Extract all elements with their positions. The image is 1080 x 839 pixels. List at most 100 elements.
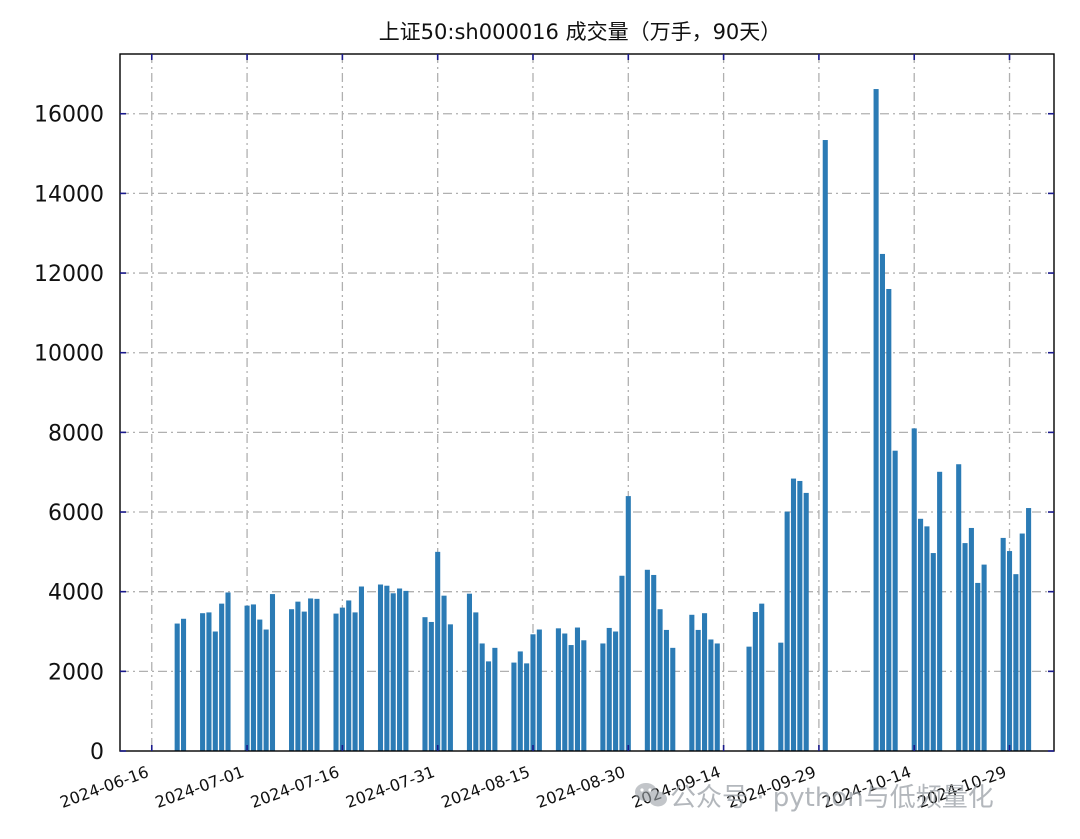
y-tick-label: 16000: [34, 103, 104, 128]
volume-bar: [784, 511, 790, 751]
volume-bar: [263, 629, 269, 751]
watermark-text: 公众号 · python与低频量化: [670, 783, 994, 813]
volume-bar: [1026, 508, 1032, 751]
volume-bar: [962, 543, 968, 751]
volume-bar: [250, 604, 256, 751]
volume-bar: [613, 631, 619, 751]
volume-bar: [708, 639, 714, 751]
plot-frame: [119, 53, 1055, 752]
volume-bar: [930, 553, 936, 751]
x-tick-label: 2024-07-31: [343, 762, 437, 812]
volume-bar: [797, 480, 803, 751]
volume-bar: [219, 603, 225, 751]
volume-bar: [670, 647, 676, 751]
volume-bar: [924, 526, 930, 751]
x-tick-label: 2024-06-16: [57, 762, 151, 812]
volume-bar: [174, 623, 180, 751]
volume-bar: [314, 598, 320, 751]
volume-bar: [746, 646, 752, 751]
volume-bar: [308, 598, 314, 751]
volume-bar: [822, 140, 828, 751]
volume-bar: [301, 611, 307, 751]
volume-bar: [485, 661, 492, 751]
volume-bar: [651, 574, 657, 751]
volume-bar: [403, 590, 409, 751]
x-tick-label: 2024-08-15: [439, 762, 533, 812]
volume-bar: [295, 601, 301, 751]
x-tick-label: 2024-08-30: [534, 762, 628, 812]
volume-bar: [695, 629, 701, 751]
bars: [174, 89, 1032, 752]
volume-bar: [390, 593, 396, 751]
y-tick-labels: 0 2000 4000 6000 8000 10000 12000 14000 16000: [34, 103, 104, 765]
volume-bar: [244, 605, 250, 751]
volume-bar: [466, 593, 472, 751]
volume-bar: [346, 600, 352, 751]
volume-bar: [606, 627, 612, 751]
volume-bar: [803, 492, 809, 751]
watermark: 公众号 · python与低频量化: [635, 783, 994, 813]
volume-bar: [619, 575, 625, 751]
volume-bar: [200, 613, 206, 751]
volume-bar: [422, 617, 428, 751]
volume-bar: [212, 631, 218, 751]
volume-bar: [600, 643, 606, 751]
volume-bar: [581, 640, 587, 751]
y-tick-label: 2000: [48, 660, 104, 685]
volume-bar: [377, 584, 384, 751]
volume-bar: [1006, 551, 1013, 751]
volume-bar: [714, 643, 720, 751]
volume-bar: [536, 629, 542, 751]
volume-bar: [517, 651, 523, 751]
volume-bar: [956, 464, 962, 751]
volume-bar: [968, 527, 974, 751]
y-tick-label: 6000: [48, 501, 104, 526]
volume-bar: [625, 496, 631, 751]
volume-bar: [873, 89, 879, 752]
volume-bar: [511, 662, 517, 751]
volume-bar: [911, 428, 917, 751]
volume-bar: [384, 585, 390, 751]
volume-bar: [289, 609, 295, 751]
volume-bar: [180, 618, 187, 751]
volume-bar: [206, 612, 212, 751]
x-tick-label: 2024-07-16: [248, 762, 342, 812]
volume-bar: [752, 611, 758, 751]
volume-bar: [981, 564, 987, 751]
volume-bar: [530, 634, 536, 751]
volume-bar: [562, 633, 568, 751]
volume-bar: [225, 592, 231, 751]
y-tick-label: 4000: [48, 581, 104, 606]
y-tick-label: 14000: [34, 182, 104, 207]
volume-bar: [1013, 574, 1019, 751]
volume-bar: [892, 450, 898, 751]
y-tick-label: 8000: [48, 421, 104, 446]
volume-bar: [886, 288, 892, 751]
volume-bar: [879, 253, 885, 751]
wechat-icon: [635, 783, 667, 807]
volume-bar: [975, 582, 981, 751]
volume-bar: [524, 663, 530, 751]
y-tick-label: 10000: [34, 342, 104, 367]
volume-bar: [937, 471, 943, 751]
volume-bar: [689, 614, 695, 751]
volume-bar: [358, 586, 364, 751]
volume-bar: [918, 518, 924, 751]
grid-lines: [120, 54, 1054, 751]
y-tick-label: 12000: [34, 262, 104, 287]
volume-bar: [702, 613, 708, 751]
volume-bar: [441, 595, 447, 751]
volume-bar: [759, 603, 765, 751]
volume-bar: [492, 647, 498, 751]
chart-title: 上证50:sh000016 成交量（万手，90天）: [379, 20, 782, 44]
volume-bar: [333, 613, 339, 751]
x-tick-label: 2024-07-01: [153, 762, 247, 812]
volume-bar: [269, 594, 276, 751]
volume-bar: [555, 628, 561, 751]
volume-bar: [778, 642, 784, 751]
volume-bar: [447, 624, 453, 751]
tick-marks: [120, 54, 1054, 752]
volume-bar: [435, 551, 441, 751]
volume-bar: [574, 627, 581, 751]
